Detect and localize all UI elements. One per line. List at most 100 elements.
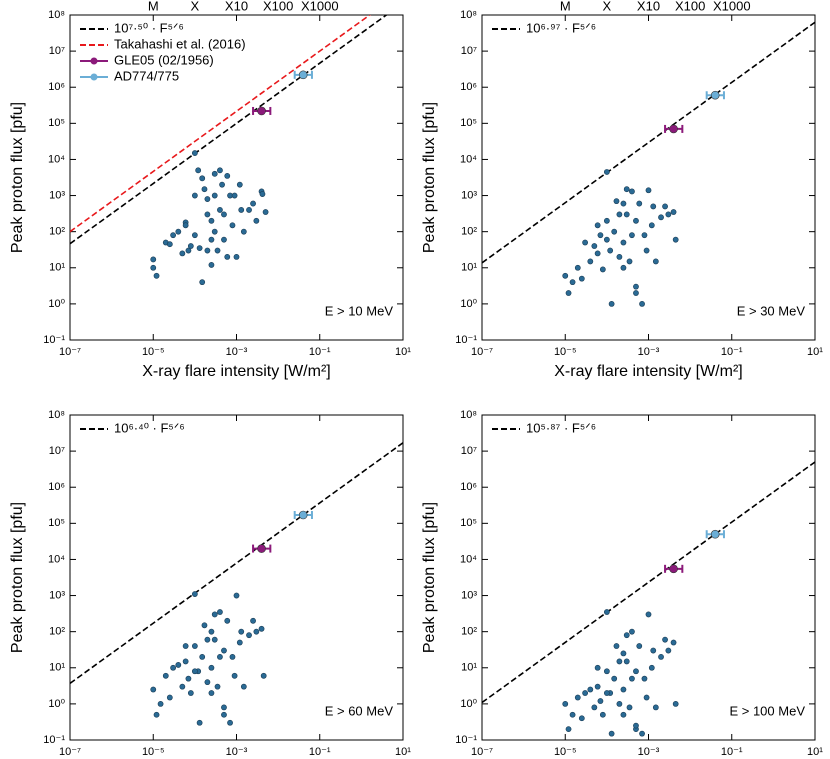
y-tick-label: 10⁻¹ [43, 734, 65, 746]
data-point [582, 239, 589, 246]
x-axis-label: X-ray flare intensity [W/m²] [554, 363, 742, 380]
data-point [253, 217, 260, 224]
data-point [565, 290, 572, 296]
y-tick-label: 10⁶ [48, 481, 65, 493]
event-point [669, 124, 678, 134]
data-point [569, 711, 576, 718]
data-point [191, 150, 198, 156]
data-point [187, 690, 194, 696]
legend-label: 10⁶·⁹⁷ · F⁵ᐟ⁶ [526, 20, 596, 35]
data-point [227, 719, 233, 726]
data-point [629, 628, 635, 635]
y-tick-label: 10⁵ [48, 117, 65, 129]
data-point [613, 643, 620, 649]
x-tick-label: 10⁻⁵ [142, 346, 165, 358]
event-point [710, 529, 720, 539]
data-point [620, 239, 627, 246]
data-point [652, 258, 659, 265]
data-point [246, 207, 252, 213]
x-tick-label: 10¹ [395, 746, 411, 758]
y-axis-label: Peak proton flux [pfu] [421, 502, 438, 653]
data-point [574, 694, 581, 701]
y-tick-label: 10⁻¹ [43, 334, 65, 346]
x-tick-label: 10⁻³ [226, 346, 248, 358]
data-point [611, 675, 618, 682]
data-point [648, 222, 655, 229]
data-point [658, 214, 664, 221]
data-point [224, 173, 231, 179]
x-tick-label: 10⁻⁷ [59, 746, 81, 758]
data-point [587, 258, 594, 265]
x-tick-label: 10⁻⁷ [471, 746, 493, 758]
plot-frame [481, 14, 816, 341]
y-tick-label: 10⁰ [460, 298, 477, 310]
data-point [179, 250, 186, 257]
annotation: E > 100 MeV [729, 703, 805, 718]
data-point [562, 272, 569, 279]
data-point [662, 636, 668, 643]
data-point [238, 628, 245, 635]
data-point [175, 228, 182, 235]
top-tick-label: X1000 [301, 0, 339, 13]
data-point [211, 228, 218, 235]
data-point [648, 664, 655, 671]
data-point [240, 683, 247, 690]
y-tick-label: 10⁸ [460, 9, 477, 21]
data-point [224, 617, 231, 624]
data-point [224, 254, 231, 260]
data-point [608, 730, 615, 737]
data-point [603, 217, 610, 224]
data-point [231, 672, 238, 679]
data-point [185, 247, 192, 254]
legend-swatch [90, 57, 98, 65]
x-tick-label: 10⁻⁵ [554, 746, 577, 758]
y-tick-label: 10⁴ [460, 153, 477, 165]
data-point [208, 628, 215, 635]
data-point [611, 228, 618, 235]
top-tick-label: X10 [637, 0, 660, 13]
data-point [641, 675, 648, 682]
data-point [150, 256, 157, 263]
data-point [221, 236, 227, 243]
data-point [182, 643, 189, 649]
y-tick-label: 10⁵ [48, 517, 65, 529]
legend-label: 10⁶·⁴⁰ · F⁵ᐟ⁶ [114, 420, 185, 435]
legend-swatch [90, 73, 98, 81]
data-point [221, 704, 227, 711]
data-point [231, 192, 238, 199]
data-point [250, 200, 256, 207]
data-point [150, 264, 157, 271]
data-point [620, 200, 627, 207]
data-point [574, 264, 581, 271]
data-point [217, 609, 223, 615]
data-point [616, 658, 623, 665]
data-point [211, 170, 218, 177]
data-point [623, 658, 630, 665]
y-tick-label: 10² [461, 226, 477, 238]
data-point [594, 250, 601, 257]
data-point [623, 632, 630, 639]
data-point [217, 207, 223, 213]
data-point [166, 241, 173, 248]
x-tick-label: 10⁻³ [226, 746, 248, 758]
data-point [616, 700, 623, 707]
data-point [208, 236, 215, 243]
data-point [636, 200, 643, 207]
data-point [260, 672, 267, 679]
x-tick-label: 10⁻¹ [309, 346, 331, 358]
fit-line [482, 461, 815, 704]
data-point [587, 686, 594, 693]
data-point [633, 217, 639, 224]
x-axis-label: X-ray flare intensity [W/m²] [142, 363, 330, 380]
data-point [639, 300, 645, 307]
data-point [214, 683, 221, 690]
fit-line [70, 15, 372, 233]
y-tick-label: 10⁸ [460, 409, 477, 421]
data-point [633, 290, 639, 296]
data-point [208, 664, 215, 671]
data-point [219, 181, 225, 188]
data-point [150, 686, 157, 693]
y-tick-label: 10¹ [461, 262, 477, 274]
data-point [603, 236, 610, 243]
data-point [221, 711, 227, 718]
